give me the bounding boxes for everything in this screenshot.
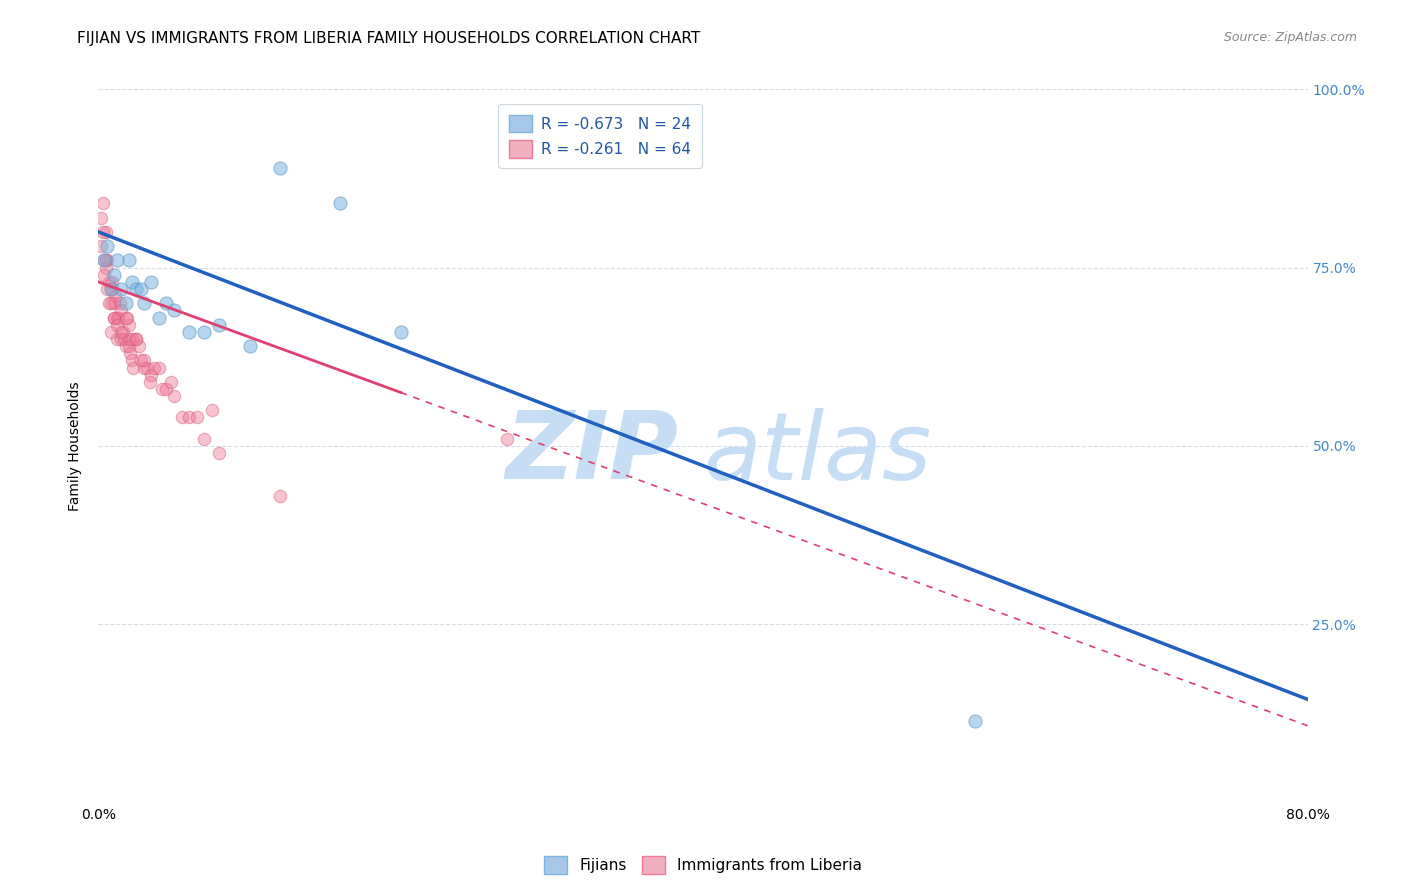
Point (114, 296, 136, 310)
Point (128, 339, 150, 353)
Point (118, 332, 141, 346)
Point (163, 303, 186, 318)
Legend: R = -0.673   N = 24, R = -0.261   N = 64: R = -0.673 N = 24, R = -0.261 N = 64 (499, 104, 702, 169)
Point (104, 289, 127, 303)
Point (107, 310, 129, 325)
Point (208, 446, 231, 460)
Point (129, 353, 152, 368)
Point (93, 253, 115, 268)
Point (115, 310, 138, 325)
Point (148, 360, 170, 375)
Point (91, 196, 114, 211)
Point (110, 303, 132, 318)
Point (129, 282, 152, 296)
Point (155, 296, 177, 310)
Point (132, 360, 155, 375)
Point (125, 282, 148, 296)
Point (94, 225, 117, 239)
Point (94, 253, 117, 268)
Point (98, 275, 121, 289)
Point (93, 268, 115, 282)
Point (105, 253, 128, 268)
Point (96, 253, 118, 268)
Point (90, 211, 112, 225)
Point (186, 410, 208, 425)
Point (269, 489, 291, 503)
Point (114, 339, 136, 353)
Y-axis label: Family Households: Family Households (69, 381, 83, 511)
Point (110, 325, 132, 339)
Point (91, 225, 114, 239)
Point (170, 410, 193, 425)
Point (269, 161, 291, 175)
Point (179, 410, 201, 425)
Point (141, 368, 163, 382)
Point (120, 346, 142, 360)
Point (155, 382, 177, 396)
Point (125, 332, 148, 346)
Point (118, 339, 141, 353)
Point (112, 332, 135, 346)
Point (103, 268, 125, 282)
Point (100, 296, 122, 310)
Point (141, 275, 163, 289)
Point (201, 403, 224, 417)
Point (103, 310, 125, 325)
Point (121, 275, 143, 289)
Point (105, 332, 128, 346)
Point (96, 282, 118, 296)
Text: Source: ZipAtlas.com: Source: ZipAtlas.com (1223, 31, 1357, 45)
Point (125, 332, 148, 346)
Point (101, 282, 124, 296)
Point (193, 325, 215, 339)
Point (103, 296, 125, 310)
Point (110, 332, 132, 346)
Point (139, 375, 162, 389)
Legend: Fijians, Immigrants from Liberia: Fijians, Immigrants from Liberia (538, 850, 868, 880)
Text: FIJIAN VS IMMIGRANTS FROM LIBERIA FAMILY HOUSEHOLDS CORRELATION CHART: FIJIAN VS IMMIGRANTS FROM LIBERIA FAMILY… (77, 31, 700, 46)
Point (148, 310, 170, 325)
Point (965, 714, 987, 728)
Point (105, 318, 128, 332)
Point (94, 260, 117, 275)
Point (193, 432, 215, 446)
Point (90, 239, 112, 253)
Text: atlas: atlas (703, 408, 931, 499)
Point (114, 310, 136, 325)
Point (329, 196, 352, 211)
Point (143, 360, 166, 375)
Text: ZIP: ZIP (506, 407, 679, 500)
Point (118, 318, 141, 332)
Point (122, 360, 145, 375)
Point (135, 360, 157, 375)
Point (96, 239, 118, 253)
Point (100, 325, 122, 339)
Point (160, 375, 183, 389)
Point (105, 310, 128, 325)
Point (121, 353, 143, 368)
Point (98, 296, 121, 310)
Point (132, 296, 155, 310)
Point (101, 275, 124, 289)
Point (100, 282, 122, 296)
Point (111, 325, 134, 339)
Point (132, 353, 155, 368)
Point (163, 389, 186, 403)
Point (495, 432, 517, 446)
Point (239, 339, 262, 353)
Point (118, 253, 141, 268)
Point (110, 282, 132, 296)
Point (389, 325, 412, 339)
Point (150, 382, 173, 396)
Point (108, 296, 131, 310)
Point (179, 325, 201, 339)
Point (208, 318, 231, 332)
Point (121, 332, 143, 346)
Point (103, 310, 125, 325)
Point (93, 253, 115, 268)
